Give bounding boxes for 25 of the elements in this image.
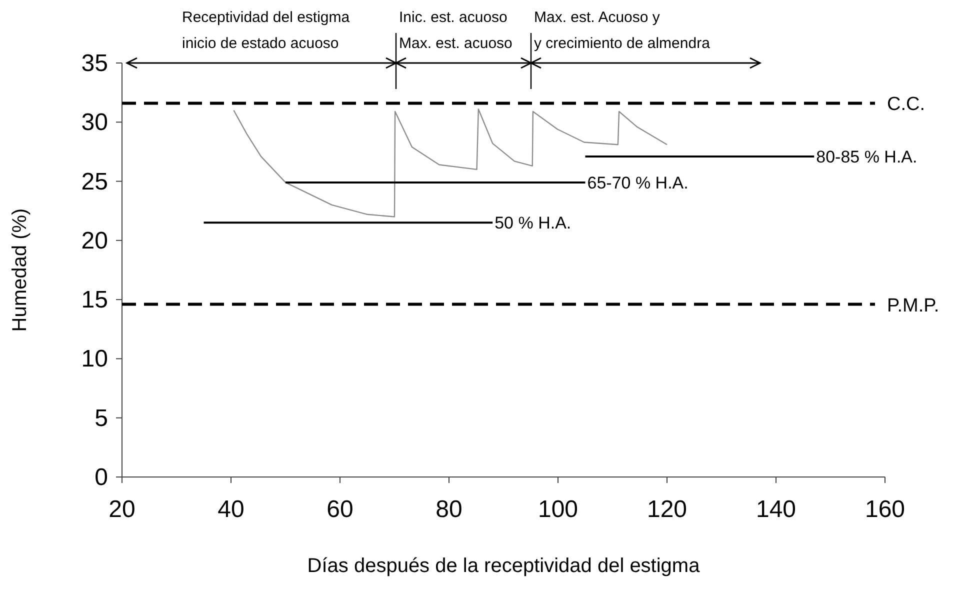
y-tick-label: 5 bbox=[94, 404, 108, 432]
ref-line-label: P.M.P. bbox=[887, 295, 940, 316]
text: Max. est. Acuoso y y crecimiento de almendra bbox=[534, 9, 711, 52]
x-tick-label: 60 bbox=[326, 496, 354, 523]
x-tick-label: 160 bbox=[864, 496, 906, 523]
series-label: 80-85 % H.A. bbox=[816, 147, 918, 166]
y-axis-title: Humedad (%) bbox=[9, 208, 31, 332]
text: Receptividad del estigma inicio de estado acuoso bbox=[182, 9, 350, 52]
series-label: 65-70 % H.A. bbox=[587, 173, 688, 192]
y-tick-label: 0 bbox=[94, 464, 108, 491]
y-tick-label: 35 bbox=[81, 50, 108, 77]
x-tick-label: 120 bbox=[646, 496, 688, 523]
series-label: 50 % H.A. bbox=[494, 214, 572, 233]
text: Inic. est. acuoso Max. est. acuoso bbox=[399, 9, 512, 52]
y-tick-label: 20 bbox=[81, 227, 108, 254]
ref-line-label: C.C. bbox=[887, 94, 925, 116]
x-tick-label: 140 bbox=[756, 496, 796, 523]
y-tick-label: 30 bbox=[81, 109, 108, 136]
x-tick-label: 80 bbox=[436, 496, 462, 523]
y-tick-label: 15 bbox=[81, 286, 108, 314]
y-tick-label: 10 bbox=[81, 346, 108, 373]
x-tick-label: 100 bbox=[538, 496, 578, 523]
x-tick-label: 40 bbox=[218, 496, 244, 523]
y-tick-label: 25 bbox=[81, 168, 108, 196]
x-axis-title: Días después de la receptividad del estigma bbox=[307, 555, 701, 577]
